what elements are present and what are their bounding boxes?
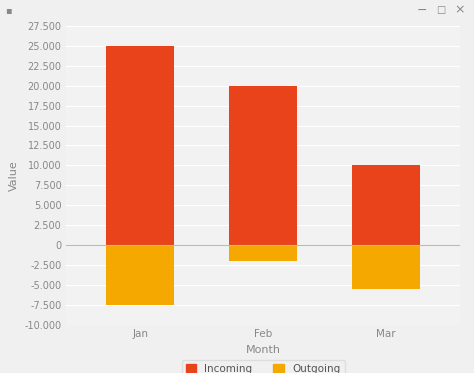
Text: ▪: ▪ <box>5 5 11 15</box>
Bar <box>106 245 174 305</box>
Text: □: □ <box>436 5 446 15</box>
Text: ×: × <box>455 4 465 16</box>
X-axis label: Month: Month <box>246 345 281 355</box>
Y-axis label: Value: Value <box>9 160 19 191</box>
Text: −: − <box>417 4 427 16</box>
Legend: Incoming, Outgoing: Incoming, Outgoing <box>182 360 345 373</box>
Bar <box>106 46 174 245</box>
Bar <box>352 165 420 245</box>
Bar <box>352 245 420 289</box>
Bar <box>229 245 297 261</box>
Bar <box>229 86 297 245</box>
